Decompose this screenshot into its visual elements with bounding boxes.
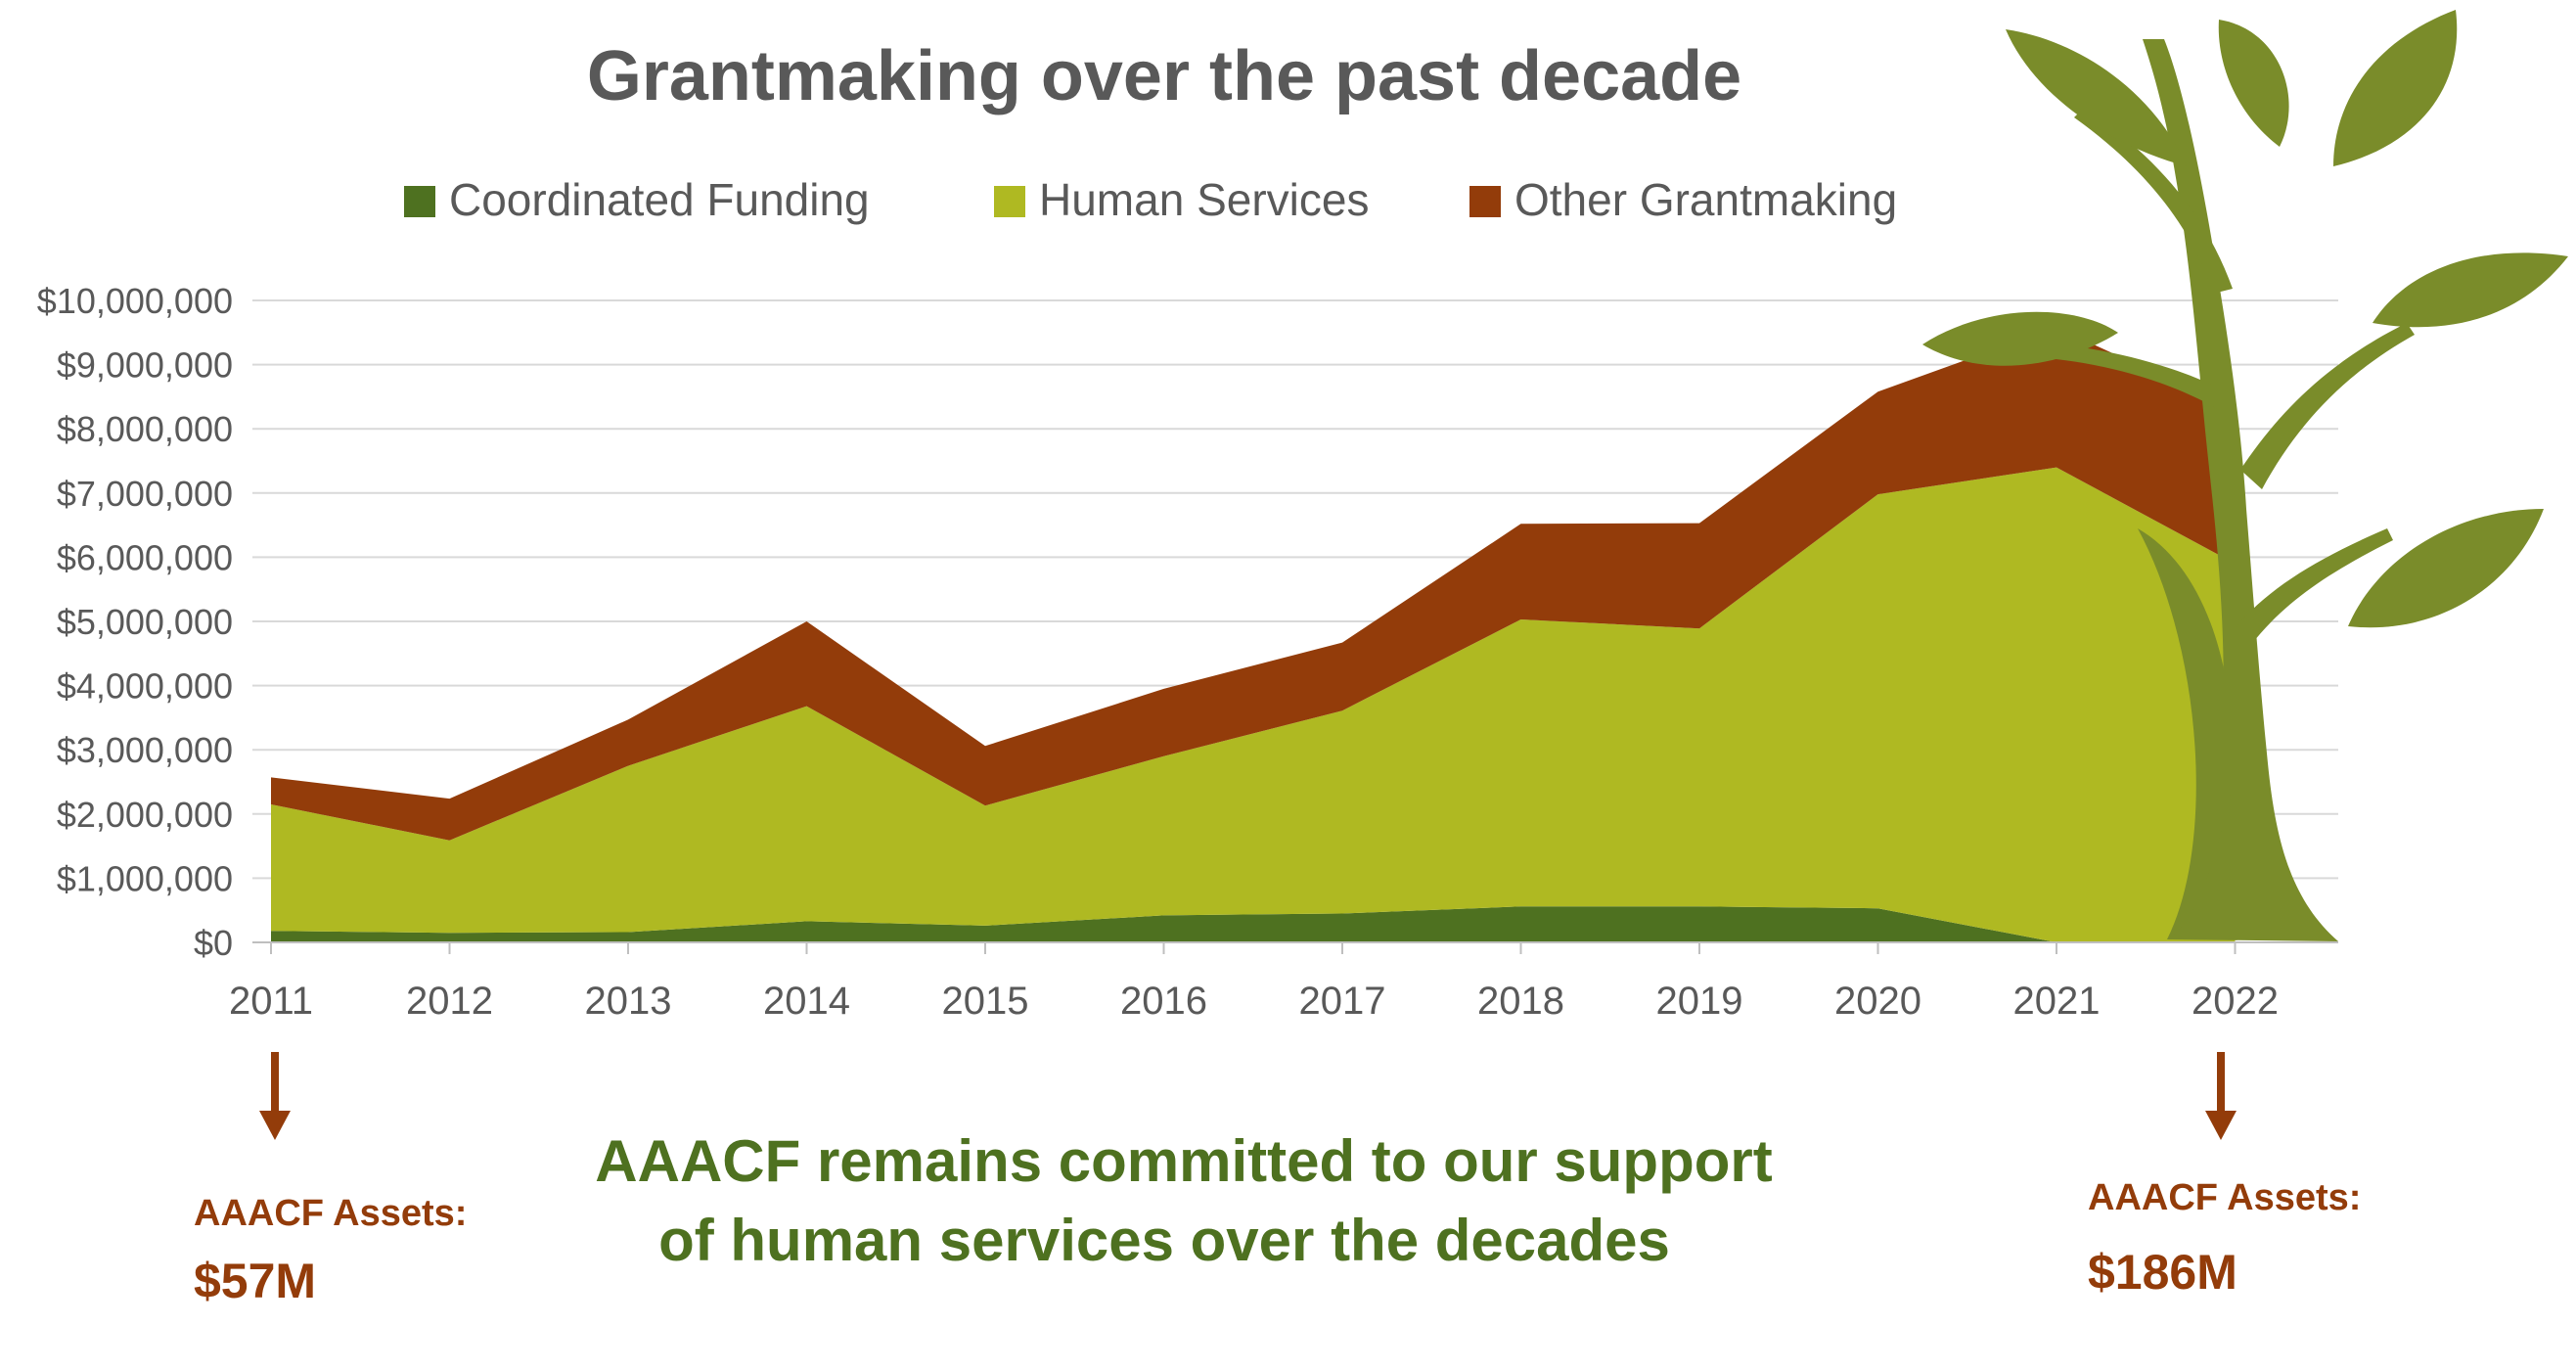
y-tick-label: $2,000,000 [57,795,233,835]
x-tick-label: 2014 [763,980,850,1023]
y-tick-label: $7,000,000 [57,474,233,514]
x-tick-label: 2021 [2013,980,2101,1023]
plant-leaf [2218,20,2289,147]
x-tick-label: 2020 [1834,980,1921,1023]
x-tick-label: 2022 [2192,980,2279,1023]
y-tick-label: $0 [194,923,233,963]
area-other-grantmaking [271,327,2236,841]
legend-label: Coordinated Funding [449,174,870,225]
left-assets-label: AAACF Assets: [194,1193,467,1234]
x-tick-label: 2018 [1477,980,1564,1023]
right-assets-label: AAACF Assets: [2088,1177,2361,1218]
plant-leaf [2373,252,2568,328]
x-tick-label: 2011 [229,980,313,1023]
y-tick-label: $4,000,000 [57,666,233,707]
area-series [271,327,2236,942]
y-tick-label: $8,000,000 [57,409,233,449]
plant-branch [2240,323,2415,489]
legend-swatch [404,186,435,217]
legend-label: Other Grantmaking [1514,174,1897,225]
area-coordinated-funding [271,906,2236,942]
area-human-services [271,467,2236,942]
right-arrow [2205,1052,2237,1140]
plant-leaf [1922,311,2118,366]
y-tick-label: $9,000,000 [57,345,233,386]
legend-label: Human Services [1039,174,1369,225]
message-line-1: AAACF remains committed to our support [595,1128,1772,1194]
x-axis: 2011 2012 2013 2014 2015 2016 2017 2018 2019 2020… [229,941,2338,1023]
x-tick-label: 2012 [406,980,493,1023]
y-tick-label: $1,000,000 [57,858,233,898]
legend: Coordinated Funding Human Services Other G… [404,174,1897,225]
message-line-2: of human services over the decades [658,1208,1670,1273]
legend-swatch [994,186,1025,217]
plant-illustration [1922,10,2568,941]
left-assets-value: $57M [194,1254,316,1308]
plant-branch [2074,108,2233,294]
plant-stem [2143,39,2338,941]
right-assets-value: $186M [2088,1245,2237,1300]
y-tick-label: $10,000,000 [37,281,233,321]
plant-branch [2035,343,2236,411]
chart-title: Grantmaking over the past decade [587,37,1741,115]
y-tick-label: $5,000,000 [57,602,233,642]
x-tick-label: 2015 [942,980,1029,1023]
x-tick-label: 2019 [1656,980,1743,1023]
plant-leaf [2006,29,2187,166]
plant-leaf [2138,528,2233,939]
left-arrow [259,1052,291,1140]
x-tick-label: 2013 [585,980,672,1023]
x-tick-label: 2016 [1120,980,1207,1023]
y-axis: $0 $1,000,000 $2,000,000 $3,000,000 $4,000,0… [37,281,233,963]
x-tick-label: 2017 [1299,980,1386,1023]
y-tick-label: $3,000,000 [57,730,233,770]
plant-leaf [2348,509,2544,628]
plant-branch [2237,528,2393,646]
legend-swatch [1469,186,1501,217]
y-tick-label: $6,000,000 [57,537,233,577]
plant-leaf [2333,10,2458,166]
